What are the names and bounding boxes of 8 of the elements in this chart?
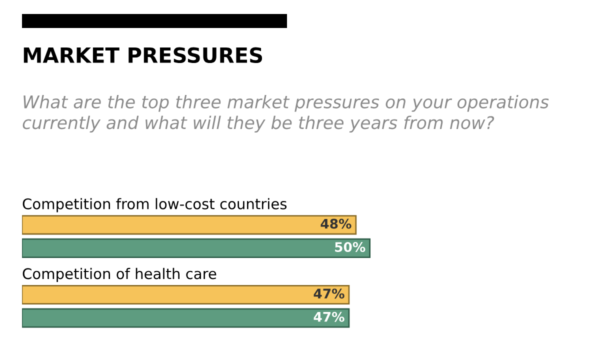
chart-title: MARKET PRESSURES [24, 47, 262, 64]
data-label: 47% [314, 312, 344, 322]
y-tick-label: Competition of health care [22, 268, 216, 282]
data-label: 47% [314, 288, 344, 299]
chart-subtitle: What are the top three market pressures on your operations currently and what will they be three years from now? [22, 95, 549, 133]
data-label: 48% [320, 218, 352, 229]
data-label: 50% [335, 242, 366, 252]
y-tick-label: Competition from low-cost countries [22, 198, 287, 212]
